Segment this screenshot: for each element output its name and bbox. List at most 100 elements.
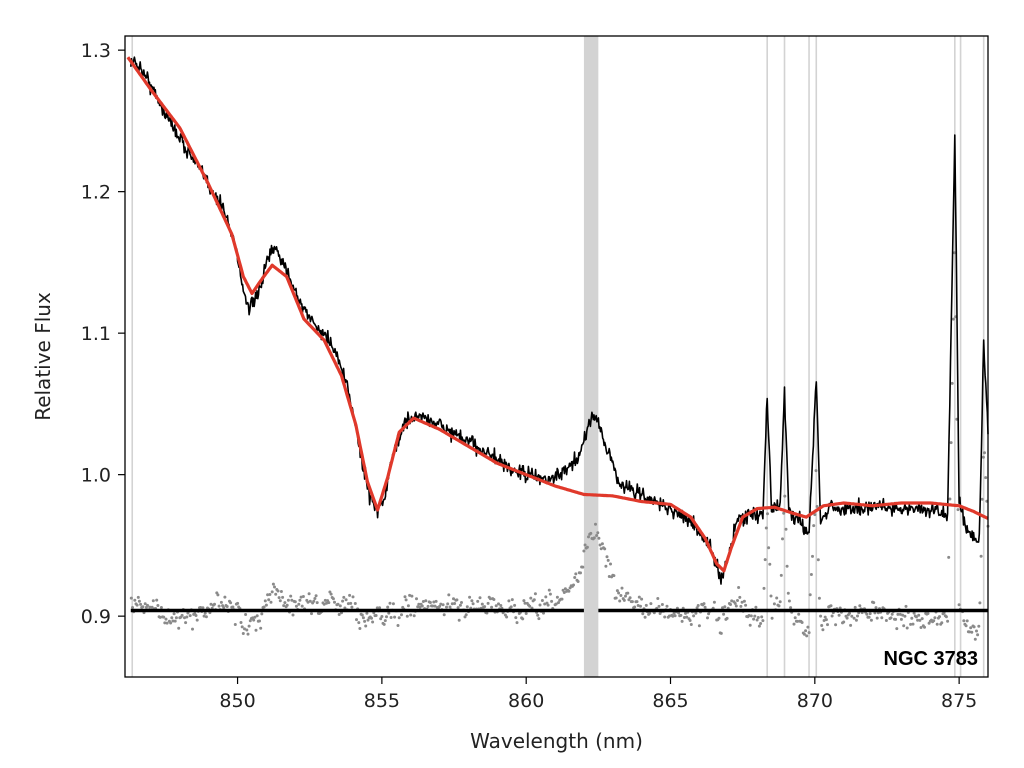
residual-point xyxy=(494,604,498,608)
residual-point xyxy=(542,611,545,615)
residual-point xyxy=(594,522,597,526)
masked-regions xyxy=(131,36,985,677)
residual-point xyxy=(812,524,816,528)
residual-point xyxy=(819,614,823,618)
residual-point xyxy=(201,606,205,610)
residual-point xyxy=(902,624,906,628)
residual-point xyxy=(707,612,711,616)
residual-point xyxy=(783,494,787,498)
residual-point xyxy=(483,605,487,609)
residual-point xyxy=(592,536,596,540)
residual-point xyxy=(388,601,392,605)
residual-point xyxy=(357,621,361,625)
residual-point xyxy=(739,604,743,608)
y-axis-ticks: 0.9 1.0 1.1 1.2 1.3 xyxy=(81,40,125,628)
residual-point xyxy=(769,594,773,598)
residual-point xyxy=(366,618,370,622)
residual-point xyxy=(480,602,484,606)
residual-point xyxy=(470,599,474,603)
residual-point xyxy=(185,615,189,619)
residual-point xyxy=(804,629,808,633)
residual-point xyxy=(269,600,273,604)
residual-point xyxy=(375,606,379,610)
residual-point xyxy=(576,580,580,583)
residual-point xyxy=(933,616,937,620)
residual-point xyxy=(612,574,616,578)
residual-point xyxy=(486,601,490,605)
residual-point xyxy=(889,616,893,620)
residual-point xyxy=(262,605,266,609)
residual-point xyxy=(225,605,229,608)
residual-point xyxy=(567,589,571,593)
residual-point xyxy=(457,618,461,622)
residual-point xyxy=(244,613,248,616)
residual-point xyxy=(298,598,302,602)
residual-point xyxy=(949,441,953,445)
residual-point xyxy=(968,630,971,634)
residual-point xyxy=(223,595,227,599)
residual-point xyxy=(337,613,341,616)
residual-point xyxy=(336,602,340,606)
residual-point xyxy=(505,615,509,619)
residual-point xyxy=(962,619,966,623)
residual-point xyxy=(792,622,796,626)
residual-point xyxy=(415,597,418,601)
residual-point xyxy=(609,562,612,566)
residual-point xyxy=(620,586,624,590)
residual-point xyxy=(874,606,878,610)
residual-point xyxy=(679,613,683,617)
x-tick-label: 865 xyxy=(652,690,688,712)
residual-point xyxy=(213,602,216,606)
residual-point xyxy=(641,612,645,616)
residual-point xyxy=(172,612,176,616)
residual-point xyxy=(315,601,319,605)
residual-point xyxy=(136,595,140,599)
residual-point xyxy=(488,597,492,601)
residual-point xyxy=(807,631,811,635)
residual-point xyxy=(805,634,809,638)
residual-point xyxy=(738,595,742,599)
residual-point xyxy=(533,592,537,596)
residual-point xyxy=(814,469,818,473)
residual-point xyxy=(274,592,278,596)
model-fit-line xyxy=(126,56,989,573)
residual-point xyxy=(306,600,310,604)
residual-point xyxy=(355,618,358,622)
residual-point xyxy=(358,627,362,630)
residual-point xyxy=(456,606,460,610)
residual-point xyxy=(351,595,355,599)
residual-point xyxy=(260,612,264,616)
residual-point xyxy=(856,614,859,618)
residual-point xyxy=(911,622,915,626)
residual-point xyxy=(135,603,139,607)
residual-point xyxy=(796,619,799,623)
residual-point xyxy=(557,601,560,605)
residual-point xyxy=(510,598,514,602)
residual-point xyxy=(916,618,920,622)
residual-point xyxy=(757,624,761,628)
residual-point xyxy=(165,621,169,625)
y-tick-label: 1.2 xyxy=(81,182,111,204)
masked-region-0 xyxy=(583,36,599,677)
residual-point xyxy=(341,599,345,603)
residual-point xyxy=(809,573,813,576)
residual-point xyxy=(917,613,921,617)
residual-point xyxy=(141,605,145,609)
residual-point xyxy=(737,586,741,589)
residual-point xyxy=(808,593,812,597)
residual-point xyxy=(760,615,764,619)
residual-point xyxy=(464,613,468,617)
residual-point xyxy=(697,624,701,628)
residual-point xyxy=(342,595,346,599)
residual-point xyxy=(353,602,357,605)
residual-point xyxy=(139,602,143,606)
residual-point xyxy=(734,604,738,608)
residual-point xyxy=(184,621,188,625)
residual-point xyxy=(903,614,907,618)
x-axis-ticks: 850 855 860 865 870 875 xyxy=(219,677,977,712)
residual-point xyxy=(768,562,772,566)
residual-point xyxy=(247,624,251,628)
residual-point xyxy=(240,625,244,629)
residual-point xyxy=(536,613,540,617)
residual-point xyxy=(406,604,410,608)
